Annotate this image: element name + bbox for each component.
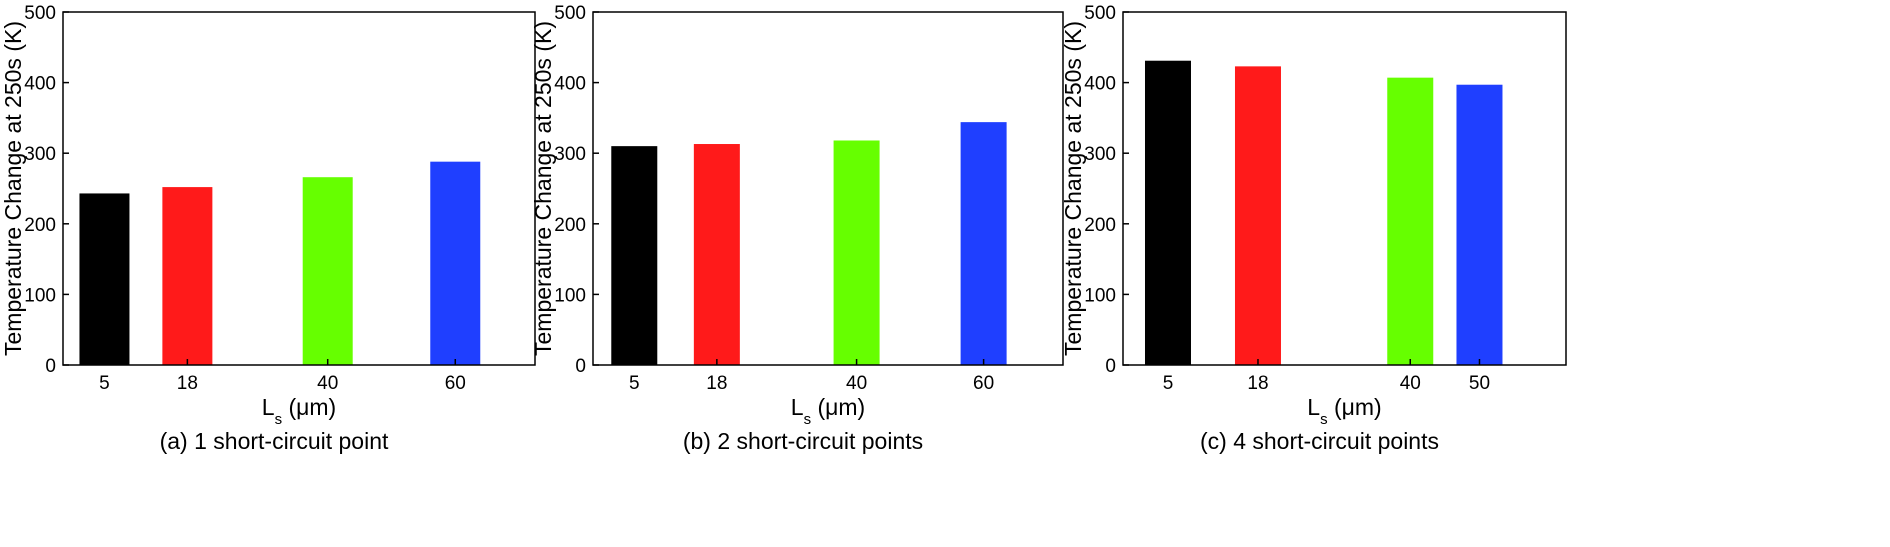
- x-axis-label: Ls (μm): [791, 394, 865, 428]
- y-tick-label: 500: [24, 3, 56, 24]
- bar-5: [611, 146, 658, 365]
- x-tick-label: 60: [445, 373, 466, 394]
- chart-panel-1: 0 100 200 300 400 500 5 18 40 60 Temperature Chang…: [0, 3, 536, 454]
- y-tick-label: 100: [24, 285, 56, 306]
- chart-panel-2: 0 100 200 300 400 500 5 18 40 60 Temperature Chang…: [530, 3, 1064, 454]
- y-tick-label: 400: [1084, 74, 1116, 95]
- bar-5: [79, 193, 130, 365]
- y-tick-label: 100: [554, 285, 586, 306]
- y-tick-label: 200: [24, 215, 56, 236]
- x-tick-label: 40: [846, 373, 867, 394]
- y-tick-label: 100: [1084, 285, 1116, 306]
- y-tick-label: 400: [554, 74, 586, 95]
- y-tick-label: 300: [24, 144, 56, 165]
- y-tick-label: 400: [24, 74, 56, 95]
- y-tick-label: 0: [1105, 356, 1116, 377]
- panel-caption: (b) 2 short-circuit points: [683, 428, 923, 454]
- x-tick-label: 50: [1469, 373, 1490, 394]
- bar-60: [430, 161, 481, 365]
- y-tick-label: 200: [554, 215, 586, 236]
- x-tick-label: 5: [1163, 373, 1174, 394]
- plot-frame: [592, 11, 1064, 366]
- x-tick-label: 18: [177, 373, 198, 394]
- bar-50: [1456, 84, 1503, 365]
- y-tick-label: 0: [45, 356, 56, 377]
- plot-frame: [1122, 11, 1567, 366]
- bar-40: [302, 177, 353, 365]
- x-tick-label: 60: [973, 373, 994, 394]
- x-axis-label: Ls (μm): [262, 394, 336, 428]
- y-tick-label: 300: [554, 144, 586, 165]
- panel-caption: (c) 4 short-circuit points: [1200, 428, 1439, 454]
- y-axis-label: Temperature Change at 250s (K): [1060, 21, 1086, 356]
- x-axis-label: Ls (μm): [1307, 394, 1381, 428]
- x-tick-label: 18: [1247, 373, 1268, 394]
- chart-panel-3: 0 100 200 300 400 500 5 18 40 50 Temperature Chang…: [1060, 3, 1567, 454]
- x-tick-label: 5: [99, 373, 110, 394]
- bar-40: [1387, 77, 1434, 366]
- y-tick-label: 500: [1084, 3, 1116, 24]
- panel-caption: (a) 1 short-circuit point: [160, 428, 389, 454]
- y-tick-label: 300: [1084, 144, 1116, 165]
- x-tick-label: 40: [317, 373, 338, 394]
- y-tick-label: 500: [554, 3, 586, 24]
- y-tick-label: 200: [1084, 215, 1116, 236]
- plot-frame: [62, 11, 536, 366]
- y-tick-label: 0: [575, 356, 586, 377]
- x-tick-label: 40: [1400, 373, 1421, 394]
- y-axis-label: Temperature Change at 250s (K): [530, 21, 556, 356]
- x-tick-label: 5: [629, 373, 640, 394]
- x-tick-label: 18: [706, 373, 727, 394]
- bar-60: [960, 122, 1007, 365]
- bar-5: [1144, 60, 1191, 366]
- bar-40: [833, 140, 880, 365]
- bar-18: [1234, 66, 1281, 365]
- bar-18: [693, 144, 740, 365]
- y-axis-label: Temperature Change at 250s (K): [0, 21, 26, 356]
- bar-18: [162, 187, 213, 365]
